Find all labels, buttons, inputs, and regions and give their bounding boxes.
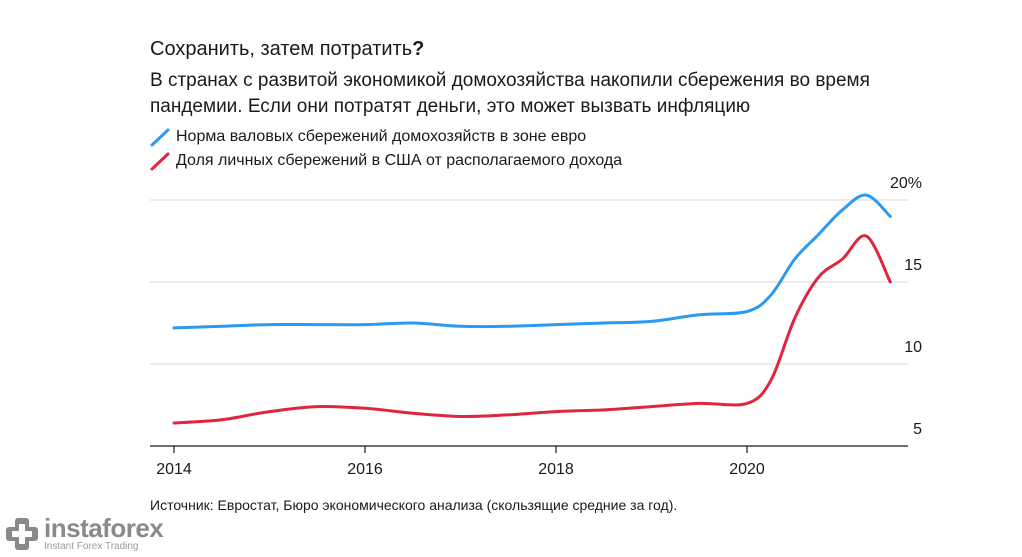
x-tick-label: 2016 <box>347 461 383 478</box>
chart-title-text: Сохранить, затем потратить <box>150 38 413 60</box>
y-tick-label: 20% <box>890 175 922 192</box>
y-tick-label: 5 <box>913 421 922 438</box>
legend-item-us: Доля личных сбережений в США от располаг… <box>150 151 622 171</box>
x-tick-label: 2014 <box>156 461 192 478</box>
instaforex-logo: instaforex Instant Forex Trading <box>0 510 190 557</box>
y-tick-label: 10 <box>904 339 922 356</box>
source-note: Источник: Евростат, Бюро экономического … <box>150 497 678 513</box>
x-tick-label: 2018 <box>538 461 574 478</box>
y-tick-label: 15 <box>904 257 922 274</box>
legend-label-us: Доля личных сбережений в США от располаг… <box>176 152 623 169</box>
series-line-eurozone <box>172 193 892 330</box>
chart-subtitle: В странах с развитой экономикой домохозя… <box>150 70 870 117</box>
legend-label-eurozone: Норма валовых сбережений домохозяйств в … <box>176 128 587 145</box>
legend-swatch-us <box>150 152 170 171</box>
logo-tagline: Instant Forex Trading <box>44 540 139 552</box>
logo-wordmark: instaforex <box>44 512 164 543</box>
legend-swatch-eurozone <box>150 128 170 147</box>
chart-title-mark: ? <box>412 38 425 60</box>
chart-title: Сохранить, затем потратить? <box>150 38 424 61</box>
logo-emblem-icon <box>6 517 38 550</box>
series-line-us <box>172 234 892 425</box>
legend-item-eurozone: Норма валовых сбережений домохозяйств в … <box>150 127 586 147</box>
x-tick-label: 2020 <box>729 461 765 478</box>
